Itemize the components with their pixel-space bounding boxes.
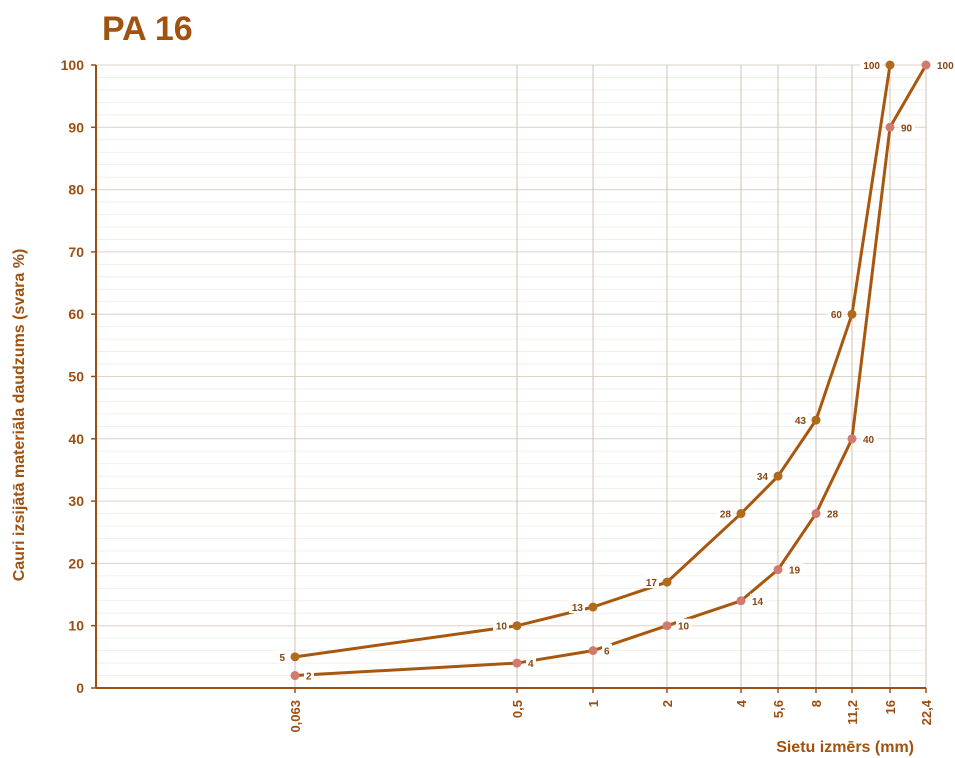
data-label-bg bbox=[717, 506, 733, 520]
y-tick-label: 90 bbox=[68, 119, 84, 135]
y-tick-label: 100 bbox=[61, 57, 85, 73]
x-tick-label: 22,4 bbox=[919, 699, 934, 725]
data-point bbox=[811, 415, 821, 425]
chart-title: PA 16 bbox=[102, 10, 193, 48]
data-label: 19 bbox=[789, 566, 801, 577]
y-tick-label: 30 bbox=[68, 493, 84, 509]
data-label-bg bbox=[899, 120, 915, 134]
data-point bbox=[811, 509, 821, 519]
data-label-bg bbox=[787, 562, 803, 576]
data-label: 4 bbox=[528, 659, 534, 670]
y-tick-label: 70 bbox=[68, 244, 84, 260]
series-line bbox=[294, 64, 928, 678]
x-tick-label: 16 bbox=[883, 700, 898, 714]
data-point bbox=[588, 646, 598, 656]
data-label: 100 bbox=[863, 61, 880, 72]
data-label: 6 bbox=[604, 647, 610, 658]
data-label-bg bbox=[643, 575, 659, 589]
data-point bbox=[290, 671, 300, 681]
x-tick-label: 0,063 bbox=[288, 700, 303, 733]
data-label: 43 bbox=[795, 416, 807, 427]
data-label-bg bbox=[493, 618, 509, 632]
y-tick-labels: 0 10 20 30 40 50 60 70 80 90 100 bbox=[61, 57, 96, 696]
data-point bbox=[847, 434, 857, 444]
y-tick-label: 40 bbox=[68, 431, 84, 447]
data-label-bg bbox=[526, 656, 536, 670]
y-axis-label: Cauri izsijātā materiāla daudzums (svara… bbox=[11, 249, 28, 582]
data-point bbox=[512, 621, 522, 631]
data-label-bg bbox=[828, 307, 844, 321]
data-label: 34 bbox=[757, 472, 769, 483]
y-tick-label: 20 bbox=[68, 555, 84, 571]
y-tick-label: 60 bbox=[68, 306, 84, 322]
data-label-bg bbox=[935, 58, 955, 71]
data-point bbox=[773, 471, 783, 481]
data-label-bg bbox=[860, 58, 882, 71]
data-label: 14 bbox=[752, 597, 764, 608]
data-label: 28 bbox=[827, 510, 839, 521]
data-label: 5 bbox=[279, 653, 285, 664]
data-label-bg bbox=[750, 593, 766, 607]
x-tick-label: 1 bbox=[586, 700, 601, 707]
data-point bbox=[736, 509, 746, 519]
data-point bbox=[588, 602, 598, 612]
data-label-bg bbox=[754, 469, 770, 483]
x-tick-label: 4 bbox=[734, 699, 749, 707]
data-label-bg bbox=[861, 431, 877, 445]
data-label: 10 bbox=[496, 622, 508, 633]
data-point bbox=[736, 596, 746, 606]
x-tick-labels: 0,063 0,5 1 2 4 5,6 8 11,2 16 22,4 bbox=[288, 688, 934, 733]
data-label-bg bbox=[569, 600, 585, 614]
x-tick-label: 2 bbox=[660, 700, 675, 707]
data-point bbox=[847, 309, 857, 319]
data-label: 10 bbox=[678, 622, 690, 633]
x-axis-label: Sietu izmērs (mm) bbox=[776, 739, 914, 756]
data-label: 40 bbox=[863, 435, 875, 446]
data-label: 17 bbox=[646, 578, 658, 589]
x-tick-label: 5,6 bbox=[771, 700, 786, 718]
data-point bbox=[921, 60, 931, 70]
data-label-bg bbox=[676, 618, 692, 632]
y-tick-label: 0 bbox=[76, 680, 84, 696]
data-label: 90 bbox=[901, 123, 913, 134]
series: 5 10 13 17 28 34 43 60 100 2 4 6 10 14 19 28 40 90 100 bbox=[277, 58, 955, 683]
data-point bbox=[290, 652, 300, 662]
grid bbox=[96, 64, 927, 688]
data-point bbox=[885, 60, 895, 70]
data-point bbox=[662, 577, 672, 587]
data-label-bg bbox=[277, 649, 287, 663]
data-label-bg bbox=[792, 413, 808, 427]
y-tick-label: 80 bbox=[68, 182, 84, 198]
x-tick-label: 8 bbox=[809, 700, 824, 707]
data-label-bg bbox=[304, 668, 314, 682]
y-tick-label: 50 bbox=[68, 369, 84, 385]
data-point bbox=[885, 122, 895, 132]
data-label: 60 bbox=[831, 310, 843, 321]
data-label: 28 bbox=[720, 510, 732, 521]
y-tick-label: 10 bbox=[68, 618, 84, 634]
data-label-bg bbox=[825, 506, 841, 520]
data-label: 100 bbox=[937, 61, 954, 72]
data-label: 13 bbox=[572, 603, 584, 614]
x-tick-label: 11,2 bbox=[845, 700, 860, 725]
data-label: 2 bbox=[306, 672, 312, 683]
data-point bbox=[662, 621, 672, 631]
data-point bbox=[512, 658, 522, 668]
x-tick-label: 0,5 bbox=[510, 700, 525, 718]
data-label-bg bbox=[602, 643, 612, 657]
data-point bbox=[773, 565, 783, 575]
